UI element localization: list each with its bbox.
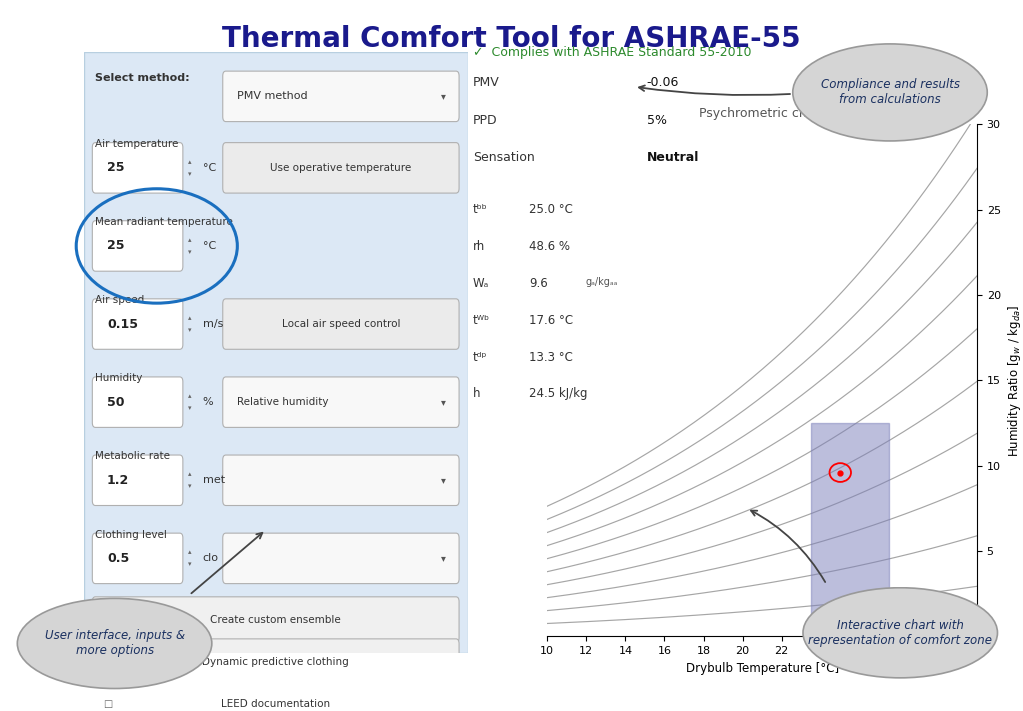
Text: Compliance and results
from calculations: Compliance and results from calculations [820, 78, 960, 107]
Text: ▴: ▴ [187, 471, 191, 477]
Text: ▴: ▴ [187, 159, 191, 165]
Text: Humidity: Humidity [95, 373, 143, 383]
Text: Mean radiant temperature: Mean radiant temperature [95, 217, 233, 227]
Text: ▾: ▾ [187, 327, 191, 333]
Text: ▴: ▴ [187, 393, 191, 399]
X-axis label: Drybulb Temperature [°C]: Drybulb Temperature [°C] [685, 662, 839, 675]
Text: Sensation: Sensation [473, 151, 534, 164]
Text: ▾: ▾ [187, 249, 191, 255]
Text: LEED documentation: LEED documentation [221, 699, 330, 709]
FancyBboxPatch shape [92, 220, 183, 271]
Text: ▾: ▾ [187, 405, 191, 411]
Y-axis label: Humidity Ratio [g$_w$ / kg$_{da}$]: Humidity Ratio [g$_w$ / kg$_{da}$] [1007, 304, 1023, 456]
Text: User interface, inputs &
more options: User interface, inputs & more options [45, 629, 184, 658]
Text: ▾: ▾ [187, 171, 191, 177]
FancyBboxPatch shape [223, 71, 459, 122]
Text: Clothing level: Clothing level [95, 530, 168, 540]
Text: □: □ [103, 657, 113, 667]
Text: tᵈᵖ: tᵈᵖ [473, 351, 487, 363]
Text: Air speed: Air speed [95, 295, 144, 305]
Text: ▴: ▴ [187, 549, 191, 555]
Text: rh: rh [473, 240, 485, 252]
Ellipse shape [803, 588, 997, 678]
Text: Local air speed control: Local air speed control [281, 319, 400, 329]
Text: 0.5: 0.5 [107, 552, 129, 565]
Text: Interactive chart with
representation of comfort zone: Interactive chart with representation of… [808, 619, 992, 647]
Text: Wₐ: Wₐ [473, 277, 489, 289]
Text: PPD: PPD [473, 114, 497, 127]
FancyBboxPatch shape [223, 143, 459, 193]
Text: ▾: ▾ [441, 475, 446, 486]
Text: Thermal Comfort Tool for ASHRAE-55: Thermal Comfort Tool for ASHRAE-55 [222, 25, 801, 53]
Text: PMV: PMV [473, 76, 499, 89]
FancyBboxPatch shape [223, 455, 459, 506]
FancyBboxPatch shape [92, 143, 183, 193]
FancyBboxPatch shape [223, 533, 459, 584]
FancyBboxPatch shape [223, 377, 459, 427]
Title: Psychrometric chart: Psychrometric chart [700, 107, 825, 120]
Text: 0.15: 0.15 [107, 318, 138, 331]
Text: %: % [203, 397, 214, 407]
Text: Neutral: Neutral [647, 151, 699, 164]
Text: m/s: m/s [203, 319, 223, 329]
Text: ▾: ▾ [441, 553, 446, 563]
Text: 24.5 kJ/kg: 24.5 kJ/kg [529, 387, 587, 400]
Ellipse shape [793, 44, 987, 141]
Text: 25.0 °C: 25.0 °C [529, 203, 573, 215]
Text: °C: °C [203, 241, 216, 251]
Text: 13.3 °C: 13.3 °C [529, 351, 573, 363]
Text: clo: clo [203, 553, 219, 563]
FancyBboxPatch shape [92, 597, 459, 643]
Text: ▾: ▾ [441, 91, 446, 102]
FancyBboxPatch shape [92, 455, 183, 506]
FancyBboxPatch shape [223, 299, 459, 349]
Text: gₐ/kgₐₐ: gₐ/kgₐₐ [585, 277, 618, 287]
Text: Use operative temperature: Use operative temperature [270, 163, 411, 173]
Polygon shape [811, 423, 889, 636]
Text: Metabolic rate: Metabolic rate [95, 451, 171, 461]
Text: 1.2: 1.2 [107, 474, 129, 487]
FancyBboxPatch shape [92, 533, 183, 584]
Text: Air temperature: Air temperature [95, 139, 179, 149]
Text: Select method:: Select method: [95, 73, 190, 83]
Text: □: □ [103, 614, 113, 625]
Ellipse shape [17, 599, 212, 688]
Text: 25: 25 [107, 161, 125, 174]
FancyBboxPatch shape [92, 681, 459, 711]
Text: -0.06: -0.06 [647, 76, 679, 89]
Text: Relative humidity: Relative humidity [237, 397, 328, 407]
Text: ▾: ▾ [187, 562, 191, 567]
FancyBboxPatch shape [92, 299, 183, 349]
Text: ▴: ▴ [187, 237, 191, 243]
Text: □: □ [103, 699, 113, 709]
Text: h: h [473, 387, 480, 400]
Text: 17.6 °C: 17.6 °C [529, 314, 573, 326]
Text: tᵂᵇ: tᵂᵇ [473, 314, 490, 326]
Text: 5%: 5% [647, 114, 667, 127]
Text: met: met [203, 475, 225, 486]
Text: Dynamic predictive clothing: Dynamic predictive clothing [203, 657, 349, 667]
Text: 48.6 %: 48.6 % [529, 240, 570, 252]
Text: 9.6: 9.6 [529, 277, 547, 289]
Text: 25: 25 [107, 240, 125, 252]
Text: Create custom ensemble: Create custom ensemble [211, 614, 341, 625]
Text: ▴: ▴ [187, 315, 191, 321]
Text: PMV method: PMV method [237, 91, 308, 102]
FancyBboxPatch shape [92, 377, 183, 427]
Text: ▾: ▾ [187, 483, 191, 489]
FancyBboxPatch shape [84, 52, 468, 653]
Text: ▾: ▾ [441, 397, 446, 407]
Text: 50: 50 [107, 395, 125, 409]
Text: ✓  Complies with ASHRAE Standard 55-2010: ✓ Complies with ASHRAE Standard 55-2010 [473, 46, 751, 59]
Text: °C: °C [203, 163, 216, 173]
FancyBboxPatch shape [92, 639, 459, 685]
Text: tᵇᵇ: tᵇᵇ [473, 203, 487, 215]
